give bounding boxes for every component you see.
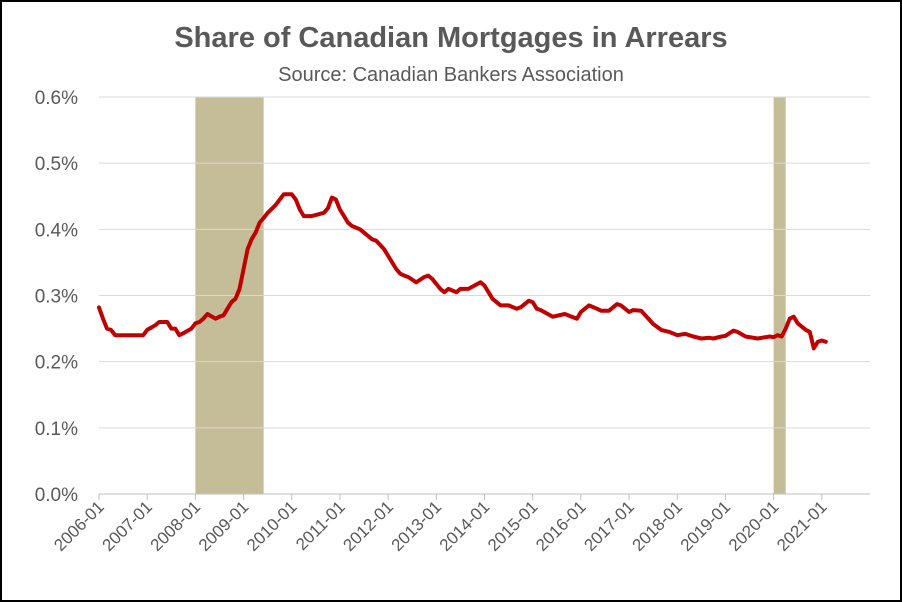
gridlines	[99, 96, 870, 429]
y-tick-label: 0.5%	[35, 154, 78, 175]
x-tick-label: 2019-01	[677, 497, 735, 555]
y-tick-label: 0.6%	[35, 88, 78, 109]
y-tick-label: 0.2%	[35, 353, 78, 374]
x-tick-label: 2006-01	[50, 497, 108, 555]
chart-subtitle: Source: Canadian Bankers Association	[278, 64, 624, 86]
x-tick-label: 2008-01	[147, 497, 205, 555]
x-tick-label: 2018-01	[629, 497, 687, 555]
series-group	[97, 192, 828, 351]
x-tick-label: 2009-01	[195, 497, 253, 555]
x-tick-label: 2014-01	[436, 497, 494, 555]
x-axis-ticks: 2006-012007-012008-012009-012010-012011-…	[50, 494, 831, 555]
x-tick-label: 2011-01	[292, 497, 349, 554]
x-tick-label: 2016-01	[532, 497, 590, 555]
x-tick-label: 2017-01	[580, 497, 638, 555]
x-tick-label: 2015-01	[484, 497, 542, 555]
chart-title: Share of Canadian Mortgages in Arrears	[174, 22, 728, 54]
y-tick-label: 0.1%	[35, 419, 78, 440]
series-line-1	[97, 192, 828, 351]
x-tick-label: 2021-01	[773, 497, 831, 555]
x-tick-label: 2010-01	[243, 497, 301, 555]
x-tick-label: 2007-01	[98, 497, 156, 555]
y-axis-ticks: 0.0% 0.1% 0.2% 0.3% 0.4% 0.5% 0.6%	[35, 88, 78, 506]
x-tick-label: 2020-01	[725, 497, 783, 555]
x-tick-label: 2012-01	[339, 497, 397, 555]
y-tick-label: 0.0%	[35, 485, 78, 506]
x-tick-label: 2013-01	[388, 497, 446, 555]
y-tick-label: 0.4%	[35, 220, 78, 241]
y-tick-label: 0.3%	[35, 287, 78, 308]
